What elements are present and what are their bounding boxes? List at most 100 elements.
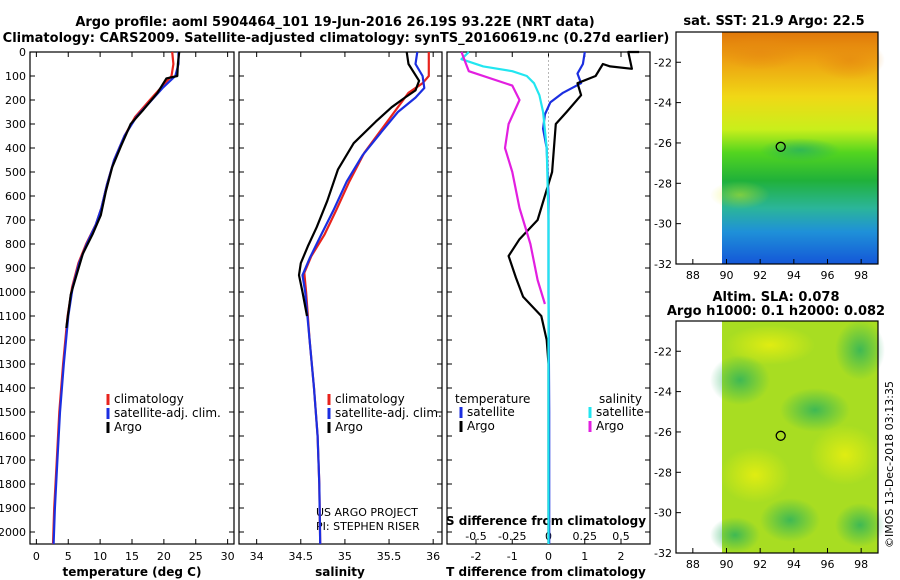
difference-legend-salinity: salinity satellite Argo: [588, 392, 644, 433]
salinity-panel: [238, 51, 443, 545]
map-x-tick-label: 98: [854, 558, 868, 571]
sla-map: [675, 320, 885, 554]
s-tick-label: 0.25: [573, 530, 598, 543]
imos-timestamp: ©IMOS 13-Dec-2018 03:13:35: [883, 381, 896, 548]
temperature-axis-label: temperature (deg C): [63, 565, 202, 579]
panel-0-marks: 0 5 10 15 20 25 300100200300400500600700800900…: [0, 46, 235, 563]
depth-tick-label: 1100: [0, 310, 26, 323]
x-tick-label: 15: [125, 550, 139, 563]
title-line-2: Climatology: CARS2009. Satellite-adjuste…: [3, 31, 670, 46]
depth-tick-label: 2000: [0, 526, 26, 539]
map-y-tick-label: -22: [654, 345, 672, 358]
map-y-tick-label: -30: [654, 218, 672, 231]
s-tick-label: -0.5: [465, 530, 486, 543]
temperature-legend: climatology satellite-adj. clim. Argo: [106, 392, 221, 434]
x-tick-label: 0: [33, 550, 40, 563]
depth-tick-label: 800: [5, 238, 26, 251]
x-tick-label: 20: [157, 550, 171, 563]
map-x-tick-label: 96: [821, 558, 835, 571]
legend-label-satellite: satellite-adj. clim.: [114, 406, 221, 420]
x-tick-label: 10: [93, 550, 107, 563]
map-x-tick-label: 88: [686, 558, 700, 571]
depth-tick-label: 1200: [0, 334, 26, 347]
map-x-tick-label: 90: [720, 269, 734, 282]
argo-location-marker: [775, 141, 786, 152]
x-tick-label: 0: [545, 550, 552, 563]
legend-label-s-argo: Argo: [596, 419, 624, 433]
sla-map-subtitle: Argo h1000: 0.1 h2000: 0.082: [667, 304, 885, 319]
map-y-tick-label: -32: [654, 547, 672, 560]
x-tick-label: -1: [507, 550, 518, 563]
map-y-tick-label: -28: [654, 177, 672, 190]
x-tick-label: 5: [65, 550, 72, 563]
sst-map: [675, 31, 885, 265]
x-tick-label: 34.5: [289, 550, 314, 563]
x-tick-label: 2: [618, 550, 625, 563]
map-x-tick-label: 98: [854, 269, 868, 282]
series-line-satellite-adj-clim-: [52, 52, 180, 545]
map-x-tick-label: 96: [821, 269, 835, 282]
depth-tick-label: 0: [19, 46, 26, 59]
series-line-salinity-argo: [460, 51, 546, 305]
s-difference-axis-label: S difference from climatology: [446, 514, 646, 528]
map-y-tick-label: -26: [654, 137, 672, 150]
legend-label-t-argo: Argo: [467, 419, 495, 433]
map-x-tick-label: 88: [686, 269, 700, 282]
depth-tick-label: 1300: [0, 358, 26, 371]
depth-tick-label: 700: [5, 214, 26, 227]
series-line-temperature-argo: [507, 50, 640, 544]
argo-location-marker: [775, 430, 786, 441]
depth-tick-label: 100: [5, 70, 26, 83]
map-y-tick-label: -28: [654, 466, 672, 479]
s-tick-label: -0.25: [498, 530, 526, 543]
salinity-axis-label: salinity: [315, 565, 365, 579]
series-line-climatology: [303, 52, 430, 545]
x-tick-label: 30: [221, 550, 235, 563]
depth-tick-label: 600: [5, 190, 26, 203]
legend-label-s-satellite: satellite: [596, 405, 644, 419]
x-tick-label: 35: [338, 550, 352, 563]
s-tick-label: 0.5: [612, 530, 630, 543]
depth-tick-label: 300: [5, 118, 26, 131]
depth-tick-label: 1400: [0, 382, 26, 395]
legend-label-climatology: climatology: [114, 392, 184, 406]
map-y-tick-label: -24: [654, 386, 672, 399]
map-x-tick-label: 92: [753, 558, 767, 571]
legend-label-argo: Argo: [114, 420, 142, 434]
depth-tick-label: 1700: [0, 454, 26, 467]
map-x-tick-label: 94: [787, 269, 801, 282]
x-tick-label: 1: [581, 550, 588, 563]
legend-label-climatology: climatology: [335, 392, 405, 406]
series-line-argo: [297, 51, 421, 317]
depth-tick-label: 1600: [0, 430, 26, 443]
sst-map-axes: 88 90 92 94 96 98 -22 -24 -26 -28 -30 -32: [654, 56, 868, 282]
x-tick-label: 34: [250, 550, 264, 563]
panel-2-marks: -2 -1 0 1 2-0.5 -0.25 0 0.25 0.5: [447, 50, 650, 563]
x-tick-label: 25: [189, 550, 203, 563]
depth-tick-label: 1500: [0, 406, 26, 419]
panel-1-marks: 34 34.5 35 35.5 36: [239, 51, 442, 563]
title-line-1: Argo profile: aoml 5904464_101 19-Jun-20…: [75, 15, 594, 30]
depth-tick-label: 500: [5, 166, 26, 179]
map-y-tick-label: -26: [654, 426, 672, 439]
map-y-tick-label: -30: [654, 507, 672, 520]
sla-map-title: Altim. SLA: 0.078: [713, 290, 840, 305]
map-y-tick-label: -24: [654, 97, 672, 110]
legend-title-temperature: temperature: [455, 392, 530, 406]
series-line-satellite-adj-clim-: [301, 51, 426, 545]
chart-marks: 0 5 10 15 20 25 300100200300400500600700800900…: [0, 46, 868, 571]
project-annotation: US ARGO PROJECT: [316, 506, 418, 519]
depth-tick-label: 1800: [0, 478, 26, 491]
x-tick-label: 36: [426, 550, 440, 563]
x-tick-label: -2: [471, 550, 482, 563]
difference-legend-temperature: temperature satellite Argo: [455, 392, 530, 433]
legend-label-t-satellite: satellite: [467, 405, 515, 419]
depth-tick-label: 200: [5, 94, 26, 107]
t-difference-axis-label: T difference from climatology: [446, 565, 646, 579]
depth-tick-label: 1000: [0, 286, 26, 299]
sst-map-title: sat. SST: 21.9 Argo: 22.5: [683, 14, 864, 29]
legend-label-satellite: satellite-adj. clim.: [335, 406, 442, 420]
map-x-tick-label: 94: [787, 558, 801, 571]
depth-tick-label: 900: [5, 262, 26, 275]
